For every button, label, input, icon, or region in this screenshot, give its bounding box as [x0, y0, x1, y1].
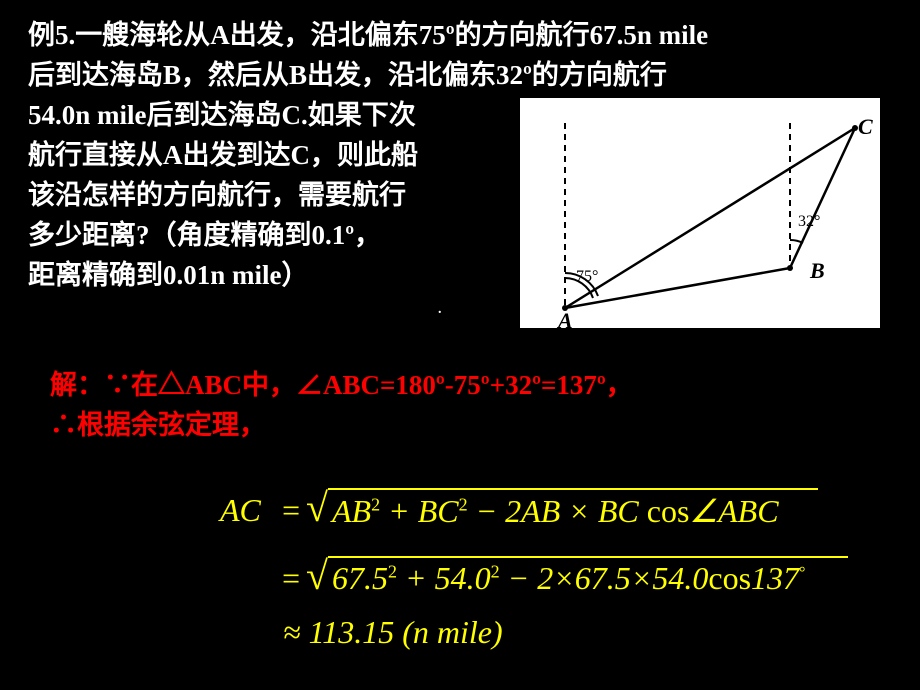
formula-row-3: ≈ 113.15 (n mile) — [283, 614, 503, 651]
vinculum-1 — [328, 488, 818, 490]
solution-line-1: 解：∵在△ABC中，∠ABC=180º-75º+32º=137º， — [50, 372, 633, 399]
radicand-1: AB2 + BC2 − 2AB × BC cos∠ABC — [332, 492, 779, 530]
problem-line-1: 例5.一艘海轮从A出发，沿北偏东75º的方向航行67.5n mile — [28, 22, 708, 49]
diagram-angle-a: 75° — [576, 268, 598, 286]
equals-sign-2: = — [280, 560, 302, 597]
problem-line-7: 距离精确到0.01n mile） — [28, 262, 309, 289]
diagram-label-b: B — [810, 258, 825, 284]
diagram-label-c: C — [858, 114, 873, 140]
radicand-2: 67.52 + 54.02 − 2×67.5×54.0cos137° — [332, 560, 805, 597]
problem-line-3: 54.0n mile后到达海岛C.如果下次 — [28, 102, 416, 129]
problem-line-4: 航行直接从A出发到达C，则此船 — [28, 142, 418, 169]
problem-line-5: 该沿怎样的方向航行，需要航行 — [28, 182, 406, 209]
equals-sign-1: = — [280, 492, 302, 529]
problem-line-2: 后到达海岛B，然后从B出发，沿北偏东32º的方向航行 — [28, 62, 667, 89]
diagram-label-a: A — [558, 308, 573, 334]
solution-line-2: ∴根据余弦定理， — [50, 412, 266, 439]
triangle-diagram: A B C 75° 32° — [520, 98, 880, 328]
pagination-dot: . — [438, 302, 442, 318]
vinculum-2 — [328, 556, 848, 558]
diagram-angle-b: 32° — [798, 213, 820, 231]
slide: 例5.一艘海轮从A出发，沿北偏东75º的方向航行67.5n mile 后到达海岛… — [0, 0, 920, 690]
problem-line-6: 多少距离?（角度精确到0.1º， — [28, 222, 381, 249]
formula-lhs: AC — [220, 492, 261, 529]
sqrt-sign-1: √ — [306, 484, 328, 531]
triangle-svg — [520, 98, 880, 328]
sqrt-sign-2: √ — [306, 552, 328, 599]
